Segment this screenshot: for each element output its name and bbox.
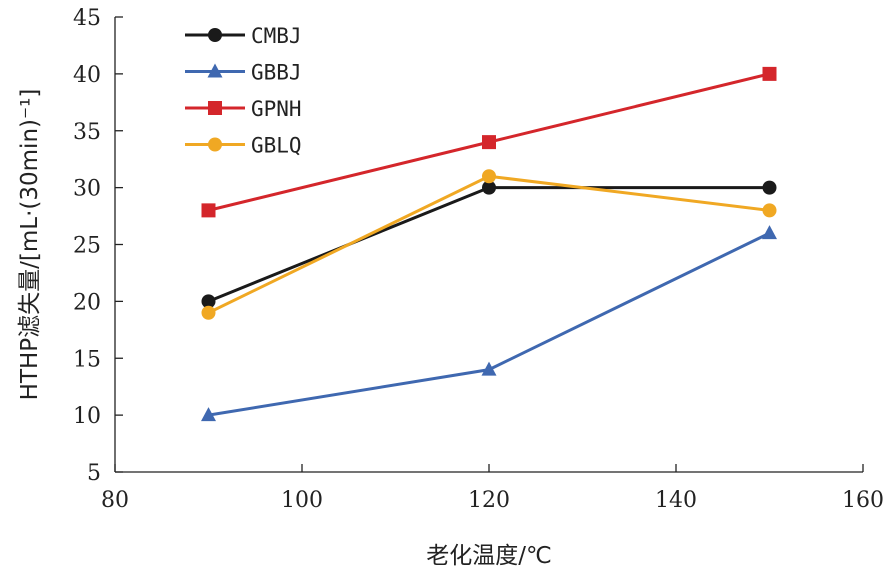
legend-marker <box>207 63 223 78</box>
data-point <box>201 294 216 309</box>
x-tick-labels: 80 100 120 140 160 <box>101 464 884 513</box>
x-tick-label: 160 <box>842 488 884 513</box>
y-tick-labels: 5 10 15 20 25 30 35 40 45 <box>73 6 123 486</box>
data-point <box>201 407 216 422</box>
series-gblq <box>201 169 777 320</box>
series-cmbj <box>201 180 777 309</box>
y-tick-label: 10 <box>73 404 101 429</box>
x-tick-label: 120 <box>468 488 510 513</box>
series-layer <box>201 66 777 422</box>
legend-marker <box>208 28 222 42</box>
y-tick-label: 5 <box>87 461 101 486</box>
y-tick-label: 40 <box>73 63 101 88</box>
legend-label: GBBJ <box>251 61 302 85</box>
y-axis-title: HTHP滤失量/[mL·(30min)⁻¹] <box>17 89 43 401</box>
y-tick-label: 45 <box>73 6 101 31</box>
legend-item: CMBJ <box>185 24 302 48</box>
data-point <box>482 135 496 150</box>
legend-label: GPNH <box>251 97 302 121</box>
series-line <box>207 186 770 303</box>
data-point <box>481 361 497 376</box>
data-point <box>762 180 777 195</box>
data-point <box>762 66 777 81</box>
y-tick-label: 30 <box>73 177 101 202</box>
legend-marker <box>208 101 222 115</box>
series-line <box>208 231 771 417</box>
legend-label: CMBJ <box>251 24 302 48</box>
legend-item: GBLQ <box>185 134 302 158</box>
x-tick-label: 100 <box>281 488 323 513</box>
x-tick-label: 140 <box>655 488 697 513</box>
legend: CMBJ GBBJ GPNH GBLQ <box>185 24 302 158</box>
series-gpnh <box>201 66 777 218</box>
data-point <box>762 203 777 218</box>
legend-item: GBBJ <box>185 61 302 85</box>
legend-label: GBLQ <box>251 134 302 158</box>
series-line <box>207 174 770 315</box>
data-point <box>201 305 216 320</box>
y-tick-label: 20 <box>73 290 101 315</box>
axes <box>114 17 863 473</box>
data-point <box>482 180 496 195</box>
y-tick-label: 35 <box>73 120 101 145</box>
y-tick-label: 25 <box>73 234 101 259</box>
legend-marker <box>208 137 222 152</box>
data-point <box>762 225 777 240</box>
data-point <box>201 203 216 218</box>
series-gbbj <box>201 225 777 422</box>
x-tick-label: 80 <box>101 488 129 513</box>
x-axis-title: 老化温度/℃ <box>426 543 552 569</box>
y-tick-label: 15 <box>73 347 101 372</box>
data-point <box>482 169 496 184</box>
legend-item: GPNH <box>185 97 302 121</box>
